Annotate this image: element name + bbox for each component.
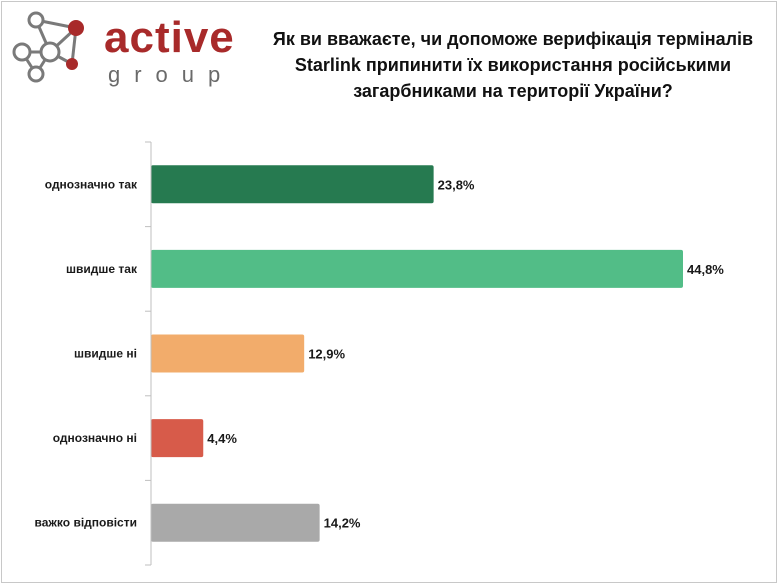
network-logo-icon <box>12 11 84 83</box>
logo-wordmark: active <box>104 13 235 62</box>
data-label: 12,9% <box>308 347 345 362</box>
bar-4 <box>151 419 204 458</box>
bar-1 <box>151 165 434 204</box>
bar-5 <box>151 503 320 542</box>
data-label: 14,2% <box>324 516 361 531</box>
category-label: однозначно так <box>45 177 138 191</box>
category-label: швидше ні <box>74 347 137 361</box>
data-label: 23,8% <box>438 177 475 192</box>
active-group-logo: active group <box>6 8 236 88</box>
data-label: 4,4% <box>207 431 237 446</box>
bar-3 <box>151 334 305 373</box>
data-label: 44,8% <box>687 262 724 277</box>
chart-title: Як ви вважаєте, чи допоможе верифікація … <box>272 29 754 101</box>
category-label: важко відповісти <box>35 516 137 530</box>
bar-2 <box>151 249 683 288</box>
category-label: однозначно ні <box>53 431 137 445</box>
logo-subtitle: group <box>108 62 235 87</box>
category-label: швидше так <box>66 262 138 276</box>
